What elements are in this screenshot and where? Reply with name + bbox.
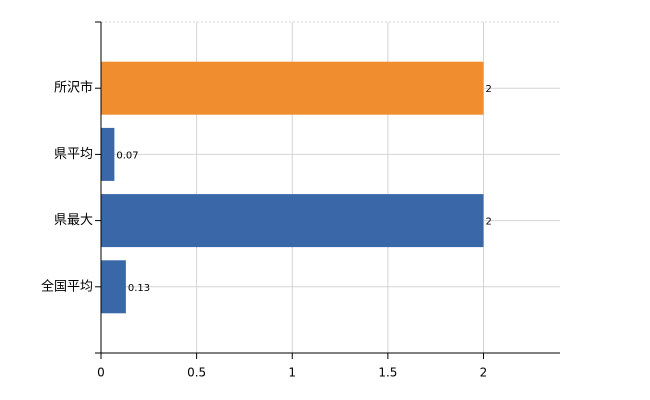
value-label: 2: [486, 217, 492, 228]
x-tick-label: 2: [480, 366, 488, 380]
y-tick-label: 全国平均: [41, 278, 93, 294]
x-tick-label: 0.5: [187, 366, 206, 380]
bar: [101, 127, 115, 181]
y-tick-label: 県平均: [54, 147, 93, 162]
bar: [101, 194, 484, 248]
y-tick-label: 所沢市: [54, 80, 93, 96]
x-tick-label: 0: [97, 366, 105, 380]
value-label: 2: [486, 84, 492, 95]
value-label: 0.07: [116, 150, 138, 161]
bar: [101, 260, 126, 314]
value-label: 0.13: [128, 283, 150, 294]
bar: [101, 61, 484, 115]
x-tick-label: 1.5: [378, 366, 397, 380]
y-tick-label: 県最大: [54, 213, 93, 228]
x-tick-label: 1: [288, 366, 296, 380]
